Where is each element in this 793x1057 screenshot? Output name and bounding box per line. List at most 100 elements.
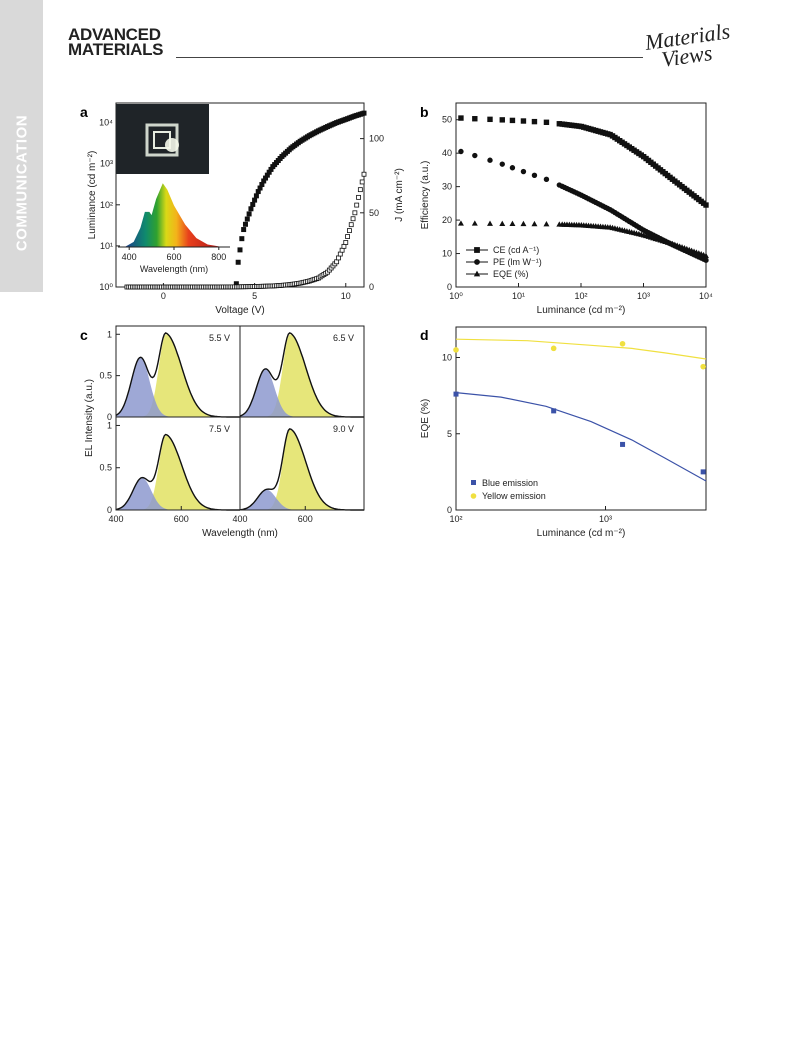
panel-c-xtick-label: 600: [174, 514, 189, 524]
panel-a: a 0 5 10 10⁰ 10¹ 10² 10³ 10⁴ 0 50 100 Voltage (V) Lum…: [80, 102, 405, 316]
eqe-point: [499, 220, 506, 227]
panel-d-ytick-label: 0: [447, 505, 452, 515]
ce-point: [472, 116, 478, 122]
eqe-point: [487, 220, 493, 226]
panel-d-xlabel: Luminance (cd m⁻²): [537, 528, 626, 539]
legend-yellow-marker: [470, 493, 477, 499]
panel-c-label: c: [80, 327, 88, 343]
current-density-point: [354, 202, 360, 208]
current-density-point: [357, 187, 363, 193]
inset-photo-device: [145, 123, 179, 157]
inset-xtick-label: 600: [166, 252, 181, 262]
yellow-emission-area: [240, 429, 364, 510]
current-density-point: [345, 234, 350, 239]
header-rule: [176, 57, 643, 58]
pe-point: [543, 176, 550, 183]
blue-emission-area: [240, 369, 364, 417]
ce-point: [487, 116, 493, 123]
voltage-label: 5.5 V: [209, 333, 230, 343]
voltage-label: 9.0 V: [333, 424, 354, 434]
panel-d-frame: [455, 326, 707, 511]
yellow-emission-point: [700, 363, 706, 370]
legend-blue-marker: [471, 480, 476, 485]
inset-xlabel: Wavelength (nm): [140, 264, 208, 274]
journal-logo-line2: MATERIALS: [68, 40, 164, 59]
panel-a-ylabel-right: J (mA cm⁻²): [394, 168, 405, 222]
blue-emission-area: [116, 477, 240, 510]
panel-b-legend-label: CE (cd A⁻¹): [493, 245, 539, 255]
panel-b-xtick-label: 10²: [574, 291, 587, 301]
current-density-point: [361, 171, 367, 177]
yellow-emission-area: [240, 334, 364, 417]
panel-b-ytick-label: 50: [442, 115, 452, 125]
panel-c-frame: [239, 416, 365, 511]
panel-c-ytick-label: 1: [107, 329, 112, 339]
ce-point: [531, 118, 538, 125]
panel-b-ylabel: Efficiency (a.u.): [420, 161, 431, 230]
luminance-point: [235, 259, 241, 265]
eqe-point: [531, 220, 538, 227]
panel-c-xtick-label: 600: [298, 514, 313, 524]
legend-blue-label: Blue emission: [482, 478, 538, 488]
luminance-point: [250, 201, 256, 207]
current-density-point: [347, 228, 352, 234]
panel-a-label: a: [80, 104, 88, 120]
legend-yellow-label: Yellow emission: [482, 491, 546, 501]
panel-d-ytick-label: 5: [447, 429, 452, 439]
panel-a-xlabel: Voltage (V): [215, 305, 264, 316]
current-density-point: [334, 259, 340, 265]
luminance-point: [244, 216, 250, 222]
panel-a-xtick-label: 0: [161, 291, 166, 301]
panel-a-ylabel: Luminance (cd m⁻²): [87, 151, 98, 240]
panel-d-label: d: [420, 327, 429, 343]
panel-b-ytick-label: 40: [442, 148, 452, 158]
luminance-point: [242, 221, 248, 227]
luminance-point: [248, 206, 254, 212]
yellow-fit-line: [455, 338, 707, 360]
panel-a-ytick-label: 10⁰: [99, 282, 113, 292]
current-density-point: [337, 251, 343, 257]
inset-photo-glow: [165, 138, 179, 152]
panel-a-ytick-label: 10¹: [100, 241, 113, 251]
pe-point: [472, 152, 478, 159]
luminance-point: [239, 236, 245, 242]
luminance-point: [253, 193, 259, 199]
panel-b-xtick-label: 10⁴: [699, 291, 713, 301]
panel-c-xtick-label: 400: [108, 514, 123, 524]
eqe-point: [543, 220, 550, 227]
eqe-point: [457, 220, 464, 226]
panel-c: c 5.5 V 0 0.5 1 6.5 V 7.5 V 0 0.5 1 400 600 9.0 V 400…: [80, 325, 365, 539]
panel-a-ytick-right-label: 100: [369, 134, 384, 144]
panel-b-legend-label: PE (lm W⁻¹): [493, 257, 542, 267]
panel-c-ytick-label: 0.5: [99, 463, 112, 473]
panel-c-xtick-label: 400: [232, 514, 247, 524]
ce-point: [520, 118, 527, 124]
panel-a-ytick-label: 10²: [100, 200, 113, 210]
panel-c-ylabel: EL Intensity (a.u.): [84, 379, 95, 457]
ce-point: [458, 115, 464, 121]
blue-emission-area: [116, 357, 240, 417]
yellow-emission-point: [619, 340, 626, 347]
journal-logo-line1: ADVANCED: [68, 25, 161, 44]
voltage-label: 6.5 V: [333, 333, 354, 343]
panel-b-xlabel: Luminance (cd m⁻²): [537, 305, 626, 316]
panel-c-ytick-label: 1: [107, 420, 112, 430]
ce-point: [703, 202, 709, 208]
panel-c-xlabel: Wavelength (nm): [202, 528, 278, 539]
panel-b-ytick-label: 0: [447, 282, 452, 292]
luminance-point: [237, 247, 243, 253]
current-density-point: [350, 216, 356, 222]
panel-b-ytick-label: 20: [442, 215, 452, 225]
current-density-point: [359, 179, 365, 185]
panel-a-ytick-label: 10³: [100, 159, 113, 169]
inset-spectrum-area: [124, 183, 219, 247]
eqe-point: [520, 220, 527, 227]
inset-xtick-label: 800: [211, 252, 226, 262]
luminance-point: [252, 197, 258, 203]
ce-point: [543, 119, 550, 125]
panel-c-ytick-label: 0.5: [99, 371, 112, 381]
panel-b-ytick-label: 30: [442, 182, 452, 192]
blue-fit-line: [455, 392, 707, 482]
eqe-point: [703, 252, 709, 259]
